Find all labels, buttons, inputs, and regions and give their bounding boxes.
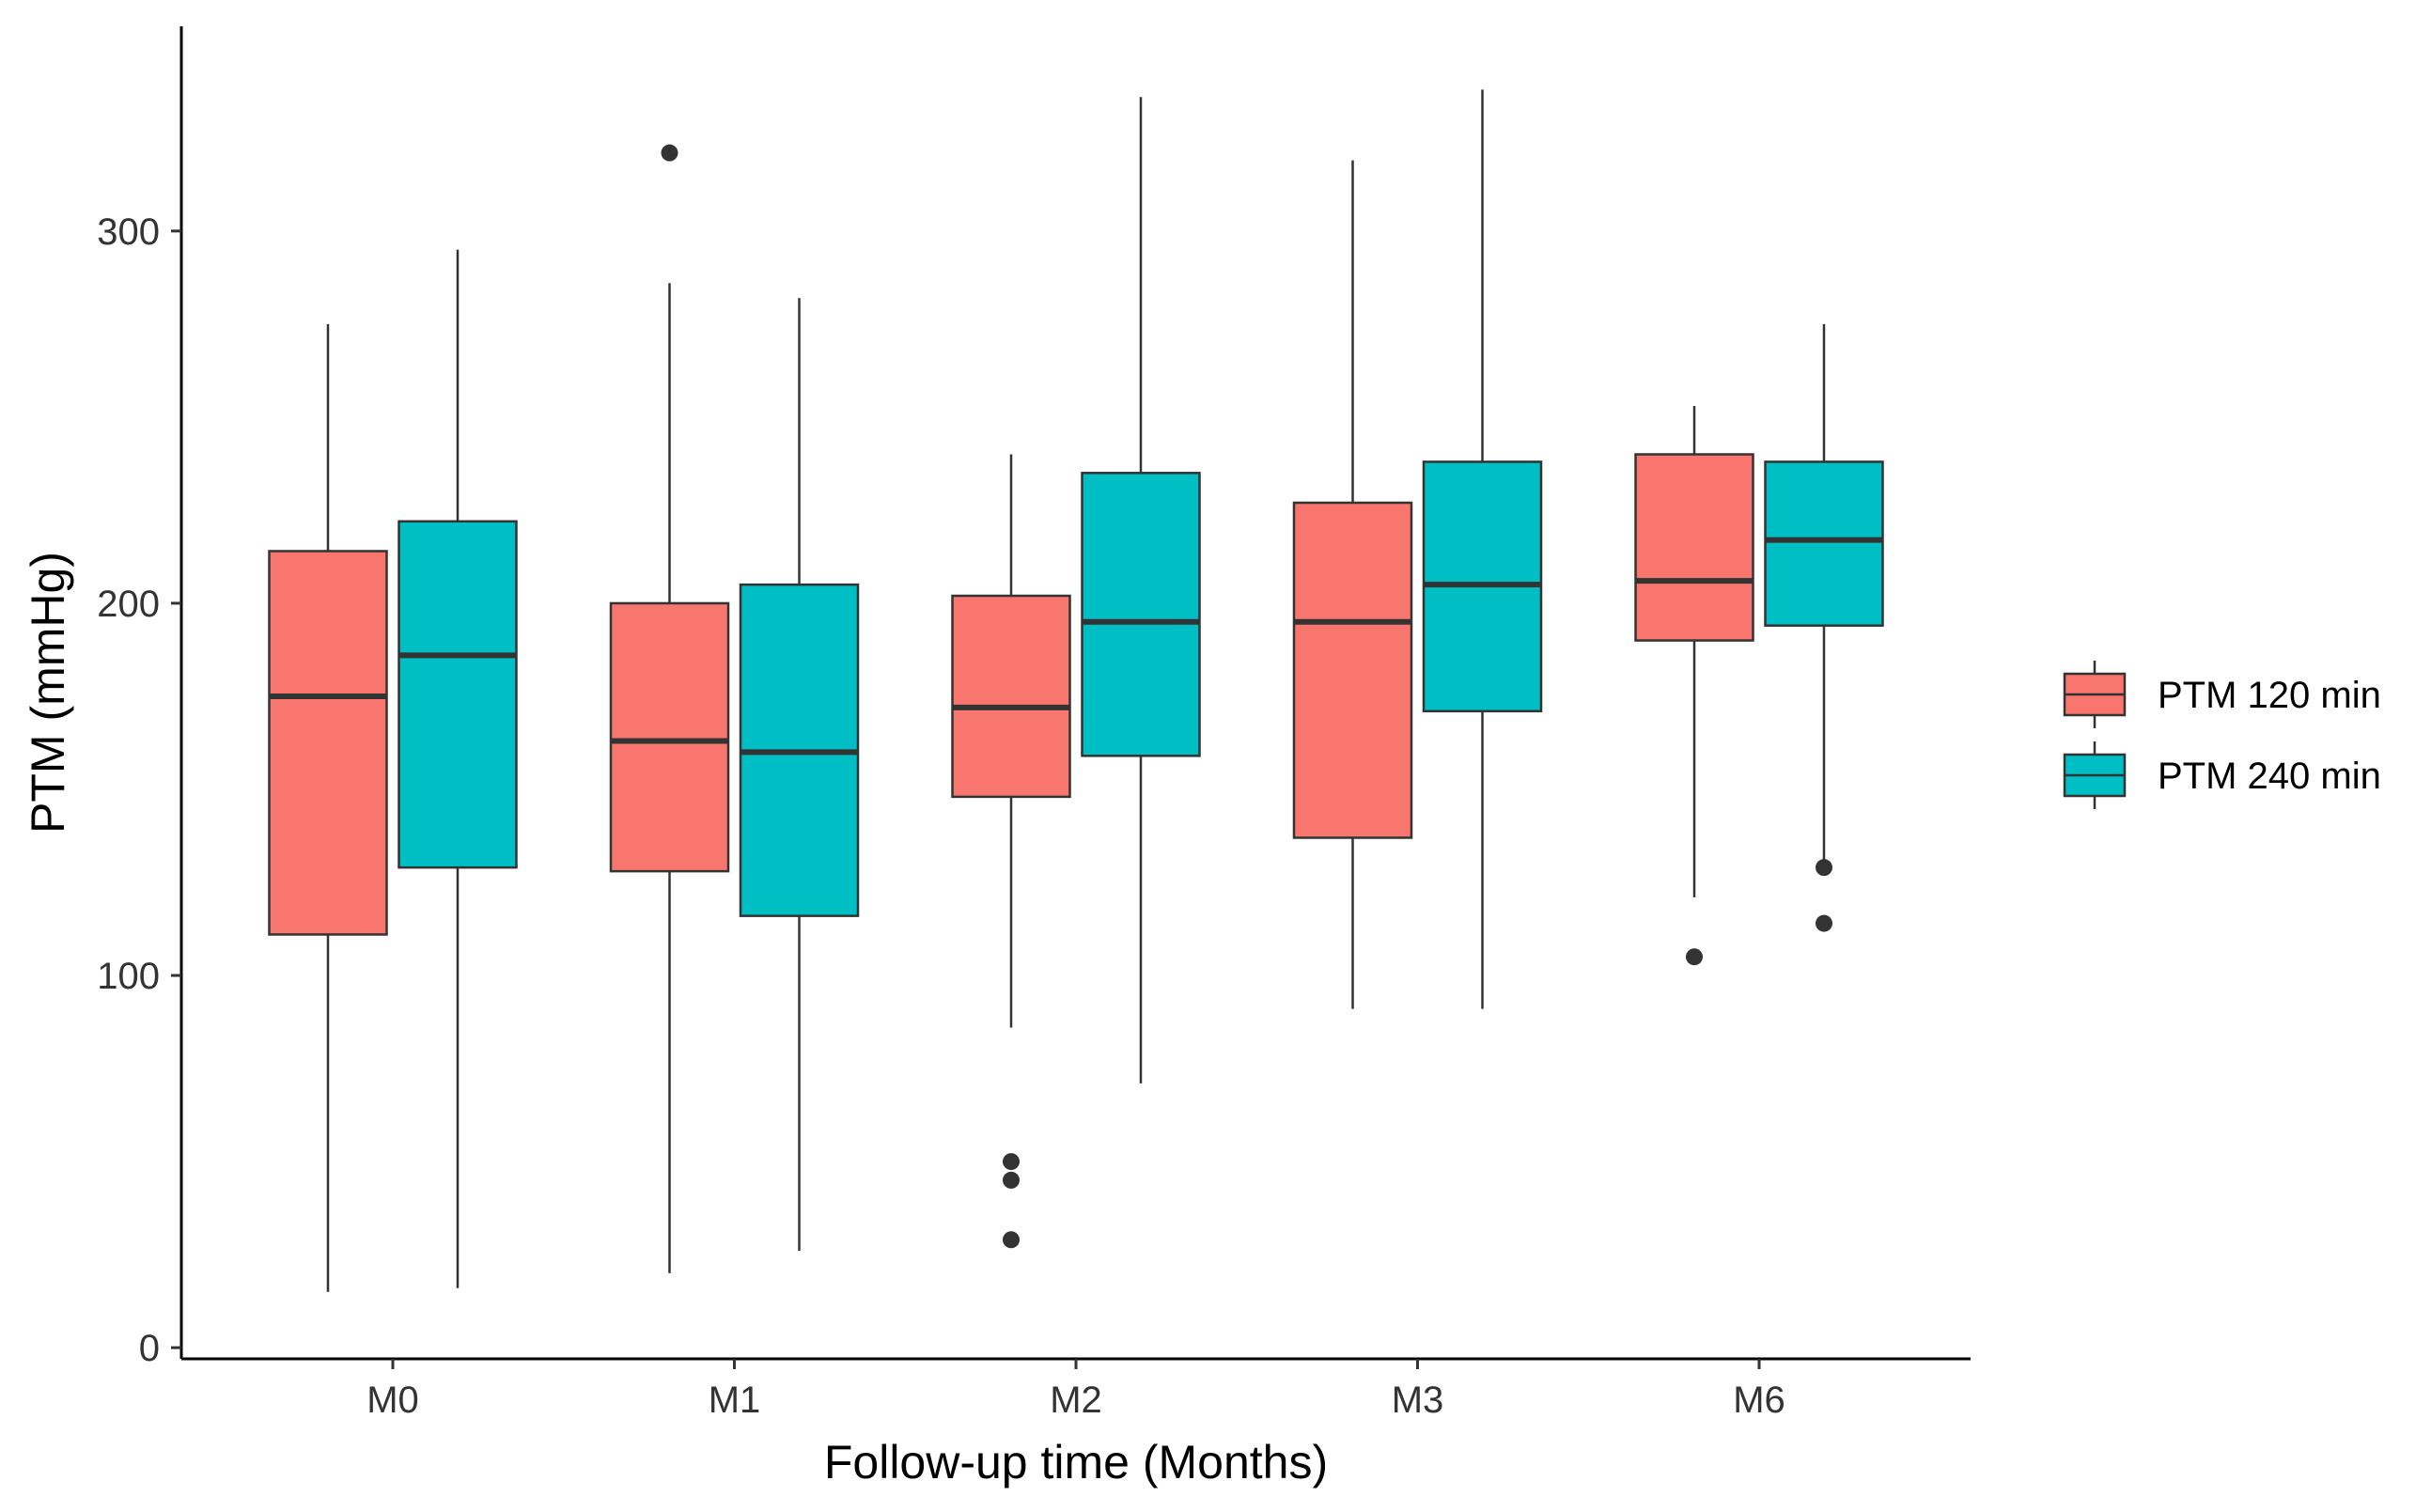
box [1634, 453, 1754, 642]
y-tick-label: 200 [97, 584, 160, 625]
ticks: 0 100 200 300 M0 M1 M2 M3 M6 [97, 211, 1785, 1421]
box [397, 520, 518, 869]
legend-key-series-1 [2063, 661, 2127, 728]
box [1292, 501, 1413, 839]
outlier-point [1003, 1231, 1020, 1249]
y-tick-label: 0 [139, 1328, 160, 1369]
x-tick-label: M0 [366, 1380, 419, 1421]
x-tick-label: M6 [1733, 1380, 1785, 1421]
outlier-point [1003, 1171, 1020, 1189]
legend: PTM 120 min PTM 240 min [2063, 661, 2381, 809]
outlier-point [1686, 948, 1703, 966]
box-group-m3-series-1 [1292, 160, 1413, 1009]
outlier-point [1816, 859, 1832, 877]
legend-key-series-2 [2063, 741, 2127, 809]
box-group-m0-series-2 [397, 249, 518, 1288]
x-tick-label: M1 [709, 1380, 761, 1421]
box-group-m6-series-2 [1764, 323, 1884, 932]
box [609, 601, 730, 873]
y-tick-label: 300 [97, 211, 160, 253]
box-group-m1-series-2 [739, 298, 860, 1252]
box [1081, 472, 1201, 757]
plot-area [268, 89, 1884, 1292]
y-tick-label: 100 [97, 956, 160, 997]
outlier-point [1003, 1153, 1020, 1171]
y-axis-title: PTM (mmHg) [22, 552, 74, 834]
box-group-m3-series-2 [1422, 89, 1543, 1009]
outlier-point [1816, 914, 1832, 932]
box-group-m0-series-1 [268, 323, 388, 1292]
box-group-m1-series-1 [609, 144, 730, 1273]
box [951, 594, 1071, 799]
box-group-m2-series-1 [951, 454, 1071, 1249]
x-axis-title: Follow-up time (Months) [824, 1436, 1328, 1489]
box-group-m2-series-2 [1081, 97, 1201, 1083]
x-tick-label: M2 [1050, 1380, 1102, 1421]
box-group-m6-series-1 [1634, 406, 1754, 966]
legend-label: PTM 240 min [2158, 756, 2381, 797]
x-tick-label: M3 [1392, 1380, 1444, 1421]
outlier-point [661, 144, 678, 162]
legend-label: PTM 120 min [2158, 675, 2381, 716]
box [1764, 460, 1884, 627]
box [268, 550, 388, 936]
